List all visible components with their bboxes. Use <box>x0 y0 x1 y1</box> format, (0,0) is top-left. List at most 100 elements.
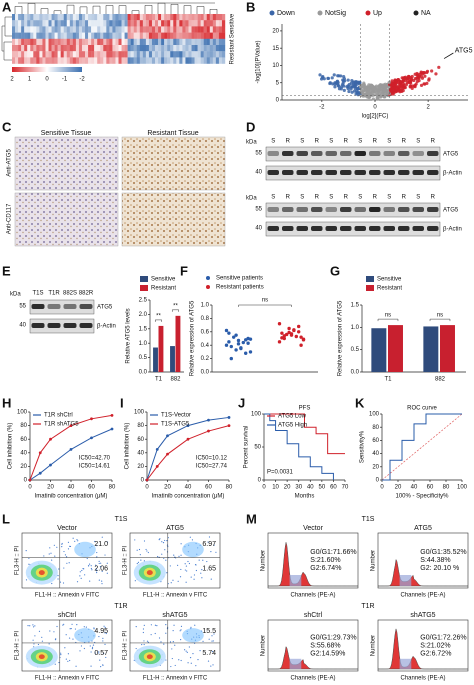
heatmap-cell <box>54 45 58 52</box>
heatmap-cell <box>24 57 28 64</box>
event <box>136 549 138 551</box>
event <box>79 571 81 573</box>
band <box>427 226 439 231</box>
event <box>91 569 93 571</box>
panel-letter: A <box>2 0 12 14</box>
point <box>406 78 410 82</box>
heatmap-cell <box>39 26 43 33</box>
heatmap-cell <box>94 32 98 39</box>
event <box>25 579 28 581</box>
heatmap-cell <box>158 51 162 58</box>
heatmap-cell <box>155 38 159 46</box>
heatmap-cell <box>188 14 192 21</box>
heatmap-cell <box>145 51 150 58</box>
heatmap-cell <box>136 20 140 27</box>
event <box>34 635 36 637</box>
event <box>54 663 56 665</box>
x-tick-label: 80 <box>226 485 233 491</box>
event <box>212 640 214 642</box>
density <box>182 628 204 643</box>
heatmap-cell <box>121 14 125 21</box>
heatmap-cell <box>60 51 64 58</box>
event <box>91 648 94 650</box>
event <box>179 576 182 578</box>
event <box>164 549 166 551</box>
heatmap-cell <box>66 57 71 64</box>
event <box>161 541 163 543</box>
heatmap-cell <box>221 38 226 46</box>
lane-label: 882R <box>79 291 94 297</box>
axis-label: Number <box>261 635 267 656</box>
band <box>63 304 77 309</box>
event <box>98 635 100 638</box>
event <box>195 665 197 667</box>
event <box>190 576 192 578</box>
heatmap-cell <box>197 26 201 33</box>
unit: kDa <box>10 292 21 298</box>
event <box>185 581 187 583</box>
heatmap-cell <box>218 57 223 64</box>
event <box>95 568 98 570</box>
point <box>353 84 358 88</box>
event <box>180 629 182 631</box>
band <box>311 226 323 231</box>
heatmap-cell <box>194 20 198 27</box>
point <box>415 71 419 76</box>
event <box>161 553 163 555</box>
axis-label: Channels (PE-A) <box>400 593 445 599</box>
heatmap-cell <box>51 51 55 58</box>
group-title: T1R <box>114 603 127 610</box>
point <box>369 92 373 96</box>
heatmap-cell <box>176 32 180 39</box>
axis-label: Cell inhibition (%) <box>125 423 131 470</box>
heatmap-cell <box>133 14 137 21</box>
event <box>190 662 192 664</box>
annotation: IC50=27.74 <box>196 464 228 470</box>
x-tick-label: -2 <box>319 105 325 111</box>
heatmap-cell <box>18 38 22 46</box>
panel-letter: C <box>2 119 12 134</box>
heatmap-cell <box>60 57 64 64</box>
lane-label: R <box>286 139 291 145</box>
x-tick-label: 20 <box>395 485 402 491</box>
heatmap-cell <box>39 32 43 39</box>
heatmap-cell <box>139 32 144 39</box>
heatmap-cell <box>97 20 101 27</box>
heatmap-cell <box>42 14 46 21</box>
heatmap-cell <box>88 45 92 52</box>
event <box>164 539 166 542</box>
heatmap-cell <box>42 26 46 33</box>
point <box>430 69 434 73</box>
point <box>155 448 159 451</box>
event <box>83 647 85 650</box>
heatmap-cell <box>12 32 16 39</box>
event <box>98 562 100 565</box>
heatmap-cell <box>78 32 83 39</box>
heatmap-cell <box>100 20 104 27</box>
heatmap-cell <box>179 14 183 21</box>
point <box>373 90 377 94</box>
event <box>72 638 74 640</box>
event <box>76 581 79 583</box>
band <box>282 226 294 231</box>
heatmap-cell <box>215 51 220 58</box>
s-phase <box>399 575 412 586</box>
heatmap-cell <box>191 32 195 39</box>
heatmap-cell <box>15 20 19 27</box>
point <box>359 88 364 92</box>
axis-label: Number <box>261 550 267 571</box>
event <box>193 574 196 576</box>
heatmap-cell <box>167 38 171 46</box>
y-tick-label: 2.0 <box>139 312 148 318</box>
heatmap-cell <box>118 32 122 39</box>
heatmap-cell <box>203 38 207 46</box>
heatmap-cell <box>179 32 183 39</box>
quadrant-value: 15.5 <box>202 628 216 635</box>
heatmap-cell <box>130 14 134 21</box>
heatmap-cell <box>106 57 110 64</box>
x-tick-label: T1 <box>155 377 163 383</box>
legend-label: ATG5 Low <box>278 414 307 420</box>
heatmap-cell <box>158 38 162 46</box>
panel-letter: F <box>180 263 188 278</box>
event <box>101 536 103 538</box>
